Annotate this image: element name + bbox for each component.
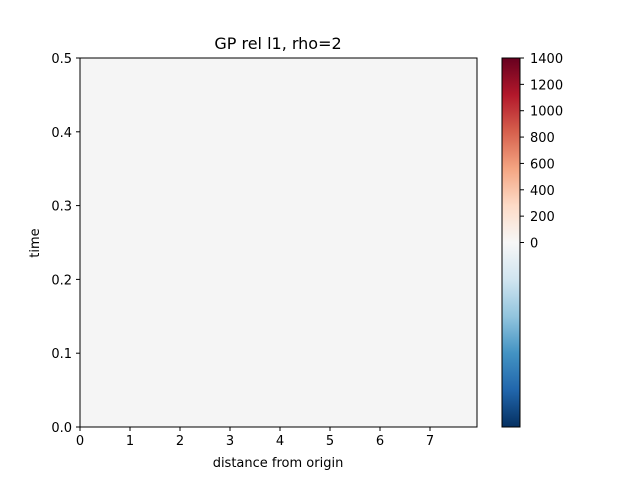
- heatmap-cells: [80, 58, 477, 427]
- y-tick-label: 0.0: [51, 421, 72, 436]
- plot-area: [79, 57, 478, 428]
- y-tick-label: 0.2: [51, 273, 72, 288]
- x-axis-label: distance from origin: [213, 456, 344, 471]
- y-tick-label: 0.3: [51, 200, 72, 215]
- colorbar-tick-label: 800: [530, 131, 555, 146]
- y-tick-label: 0.5: [51, 52, 72, 67]
- colorbar-tick-label: 0: [530, 237, 538, 252]
- x-tick-label: 6: [376, 434, 384, 449]
- colorbar-tick-label: 200: [530, 210, 555, 225]
- x-tick-label: 5: [326, 434, 334, 449]
- y-tick-label: 0.1: [51, 347, 72, 362]
- colorbar: 0 200 400 600 800 1000 1200 1400: [501, 52, 563, 428]
- colorbar-tick-label: 400: [530, 184, 555, 199]
- colorbar-tick-label: 1000: [530, 105, 563, 120]
- x-tick-label: 3: [226, 434, 234, 449]
- chart-title: GP rel l1, rho=2: [214, 34, 341, 53]
- colorbar-gradient: [502, 58, 520, 427]
- y-axis-label: time: [28, 228, 43, 257]
- x-tick-label: 1: [126, 434, 134, 449]
- x-tick-label: 2: [176, 434, 184, 449]
- x-tick-label: 0: [76, 434, 84, 449]
- plot-frame: [79, 57, 478, 428]
- y-tick-label: 0.4: [51, 126, 72, 141]
- colorbar-tick-label: 1200: [530, 78, 563, 93]
- colorbar-tick-label: 600: [530, 157, 555, 172]
- x-tick-label: 7: [426, 434, 434, 449]
- x-axis: 0 1 2 3 4 5 6 7: [76, 427, 434, 449]
- colorbar-tick-label: 1400: [530, 52, 563, 67]
- y-axis: 0.0 0.1 0.2 0.3 0.4 0.5: [51, 52, 80, 436]
- x-tick-label: 4: [276, 434, 284, 449]
